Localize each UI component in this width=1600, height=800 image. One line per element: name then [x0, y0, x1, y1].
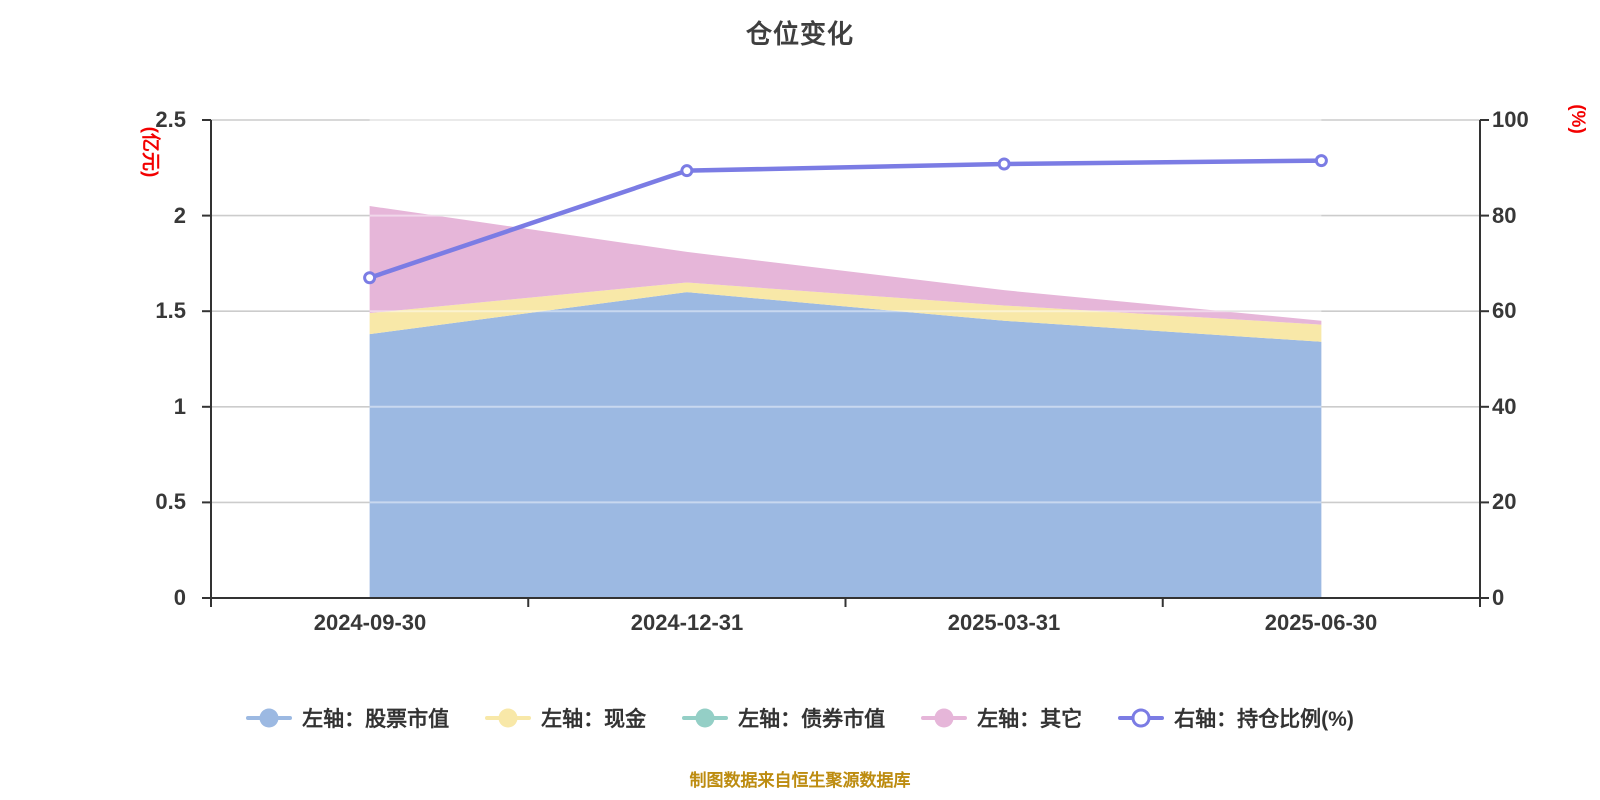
- position-ratio-point-1[interactable]: [680, 164, 694, 178]
- area-series-1: [369, 282, 1322, 342]
- legend-marker-other-icon: [921, 708, 968, 728]
- position-ratio-line: [367, 158, 1324, 280]
- position-ratio-point-3[interactable]: [1314, 154, 1328, 168]
- legend-label-cash: 左轴：现金: [541, 708, 647, 731]
- legend-label-stock: 左轴：股票市值: [302, 708, 450, 731]
- right-axis-tick-4: 20: [1492, 489, 1517, 514]
- left-axis-tick-1: 2: [173, 203, 186, 228]
- legend: 左轴：股票市值 左轴：现金 左轴：债券市值 左轴：其它 右轴：持仓比例(%): [0, 703, 1600, 733]
- legend-marker-stock-icon: [246, 708, 293, 728]
- right-axis-unit-label: (%): [1567, 104, 1588, 134]
- legend-marker-position-ratio-icon: [1118, 708, 1165, 728]
- right-axis-tick-1: 80: [1492, 203, 1517, 228]
- area-series-3: [369, 206, 1322, 325]
- legend-label-position-ratio: 右轴：持仓比例(%): [1174, 708, 1354, 731]
- ratio-line-group: [363, 154, 1328, 285]
- overlay-gridlines: [369, 119, 1322, 504]
- left-axis-tick-2: 1.5: [155, 298, 186, 323]
- x-axis-label-1: 2024-12-31: [630, 610, 744, 635]
- legend-item-position-ratio[interactable]: 右轴：持仓比例(%): [1118, 703, 1354, 733]
- legend-item-stock-value[interactable]: 左轴：股票市值: [246, 703, 449, 733]
- position-ratio-point-0[interactable]: [363, 271, 377, 285]
- axes: [202, 119, 1489, 607]
- areas: [369, 206, 1322, 598]
- right-axis-tick-5: 0: [1492, 585, 1505, 610]
- legend-marker-cash-icon: [485, 708, 532, 728]
- left-axis-tick-3: 1: [173, 394, 186, 419]
- right-axis-tick-2: 60: [1492, 298, 1517, 323]
- legend-label-bond: 左轴：债券市值: [738, 708, 886, 731]
- legend-item-bond-value[interactable]: 左轴：债券市值: [682, 703, 885, 733]
- x-axis-label-0: 2024-09-30: [313, 610, 427, 635]
- plot-svg[interactable]: [0, 0, 1600, 660]
- right-axis-tick-0: 100: [1492, 107, 1529, 132]
- legend-label-other: 左轴：其它: [977, 708, 1083, 731]
- legend-item-other[interactable]: 左轴：其它: [921, 703, 1082, 733]
- data-source-note: 制图数据来自恒生聚源数据库: [689, 771, 911, 790]
- left-axis-tick-5: 0: [173, 585, 186, 610]
- legend-item-cash[interactable]: 左轴：现金: [485, 703, 646, 733]
- legend-marker-bond-icon: [682, 708, 729, 728]
- right-axis-tick-3: 40: [1492, 394, 1517, 419]
- position-ratio-point-2[interactable]: [997, 157, 1011, 171]
- left-axis-tick-0: 2.5: [155, 107, 186, 132]
- left-axis-tick-4: 0.5: [155, 489, 186, 514]
- left-axis-unit-label: (亿元): [139, 126, 161, 178]
- chart-title: 仓位变化: [745, 19, 854, 49]
- x-axis-label-2: 2025-03-31: [947, 610, 1061, 635]
- area-series-0: [369, 292, 1322, 598]
- x-axis-label-3: 2025-06-30: [1264, 610, 1378, 635]
